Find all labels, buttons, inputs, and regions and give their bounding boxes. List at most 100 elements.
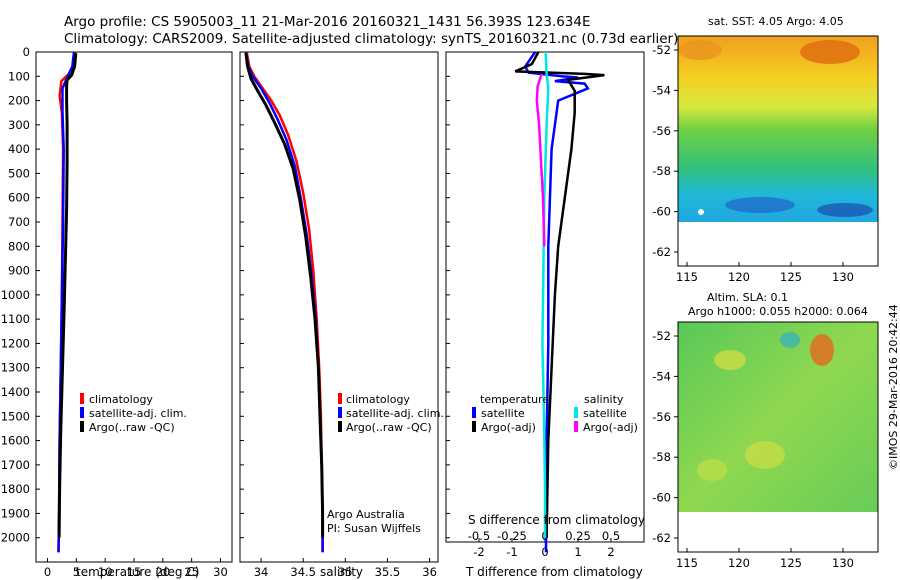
x-tick-label: 0 — [44, 565, 51, 579]
legend-swatch-argo — [80, 421, 84, 432]
imos-timestamp: ©IMOS 29-Mar-2016 20:42:44 — [887, 304, 900, 470]
top-tick-label: -0.25 — [497, 529, 527, 543]
map-y-tick-label: -58 — [652, 164, 671, 178]
legend-swatch-sal-argo — [574, 421, 578, 432]
x-tick-label: 10 — [98, 565, 113, 579]
depth-tick-label: 1900 — [1, 506, 30, 520]
depth-tick-label: 300 — [8, 118, 30, 132]
salinity-xlabel: salinity — [320, 565, 363, 579]
sla-map-frame — [677, 321, 879, 553]
x-tick-label: 35 — [338, 565, 353, 579]
depth-tick-label: 1300 — [1, 361, 30, 375]
salinity-legend: climatology satellite-adj. clim. Argo(..… — [338, 393, 444, 434]
x-tick-label: 34 — [254, 565, 269, 579]
x-tick-label: 1 — [574, 545, 581, 559]
top-tick-label: 0.5 — [602, 529, 620, 543]
temperature-series — [57, 51, 78, 553]
map-y-tick-label: -58 — [652, 450, 671, 464]
temperature-axes-frame — [35, 51, 233, 563]
depth-tick-label: 600 — [8, 191, 30, 205]
sla-map-nodata — [678, 512, 878, 552]
salinity-x-axis: 34 34.5 35 35.5 36 — [254, 558, 437, 579]
x-tick-label: 5 — [73, 565, 80, 579]
legend-swatch-climatology — [80, 393, 84, 404]
map-x-tick-label: 130 — [832, 270, 854, 284]
legend-swatch-satellite — [80, 407, 84, 418]
legend-label-temp-argo: Argo(-adj) — [481, 421, 536, 434]
title-line-1: Argo profile: CS 5905003_11 21-Mar-2016 … — [64, 14, 591, 30]
sla-map-axes: -52 -54 -56 -58 -60 -62 115 120 125 130 — [652, 329, 854, 570]
legend-label-argo: Argo(..raw -QC) — [346, 421, 432, 434]
sst-map: sat. SST: 4.05 Argo: 4.05 -52 -54 -56 -58 -6… — [652, 15, 879, 284]
map-x-tick-label: 120 — [728, 556, 750, 570]
series-line-argo-raw-qc- — [57, 53, 78, 538]
map-x-tick-label: 125 — [780, 270, 802, 284]
sla-mid-patch — [714, 350, 746, 370]
depth-tick-label: 1600 — [1, 434, 30, 448]
difference-top-label: S difference from climatology — [468, 513, 645, 527]
x-tick-label: 35.5 — [375, 565, 401, 579]
map-y-tick-label: -56 — [652, 124, 671, 138]
x-tick-label: -2 — [473, 545, 484, 559]
legend-swatch-sal-satellite — [574, 407, 578, 418]
map-y-tick-label: -62 — [652, 531, 671, 545]
depth-tick-label: 1100 — [1, 312, 30, 326]
legend-swatch-satellite — [338, 407, 342, 418]
x-tick-label: 25 — [184, 565, 199, 579]
x-tick-label: 2 — [607, 545, 614, 559]
legend-label-sal-argo: Argo(-adj) — [583, 421, 638, 434]
x-tick-label: -1 — [506, 545, 517, 559]
legend-label-climatology: climatology — [346, 393, 410, 406]
depth-tick-label: 700 — [8, 215, 30, 229]
sla-map-title-2: Argo h1000: 0.055 h2000: 0.064 — [688, 305, 868, 318]
depth-tick-label: 100 — [8, 69, 30, 83]
map-x-tick-label: 115 — [676, 270, 698, 284]
sst-cold-patch — [817, 203, 873, 217]
x-tick-label: 15 — [127, 565, 142, 579]
top-tick-label: 0.25 — [565, 529, 591, 543]
depth-tick-label: 400 — [8, 142, 30, 156]
series-line-salinity-argo-adj- — [535, 73, 546, 247]
depth-axis: 0 100 200 300 400 500 600 700 800 900 1000 1100 1200… — [1, 45, 40, 545]
sla-map: Altim. SLA: 0.1 Argo h1000: 0.055 h2000:… — [652, 291, 879, 570]
series-line-temperature-argo-adj- — [514, 51, 605, 538]
legend-label-satellite: satellite-adj. clim. — [89, 407, 187, 420]
depth-tick-label: 900 — [8, 264, 30, 278]
title-line-2: Climatology: CARS2009. Satellite-adjuste… — [64, 31, 678, 47]
credit-pi: PI: Susan Wijffels — [327, 522, 421, 535]
legend-swatch-temp-argo — [472, 421, 476, 432]
salinity-axes-frame — [239, 51, 439, 563]
map-y-tick-label: -60 — [652, 205, 671, 219]
temperature-panel: 0100200300400500600700800900100011001200… — [1, 45, 233, 579]
depth-tick-label: 1000 — [1, 288, 30, 302]
sst-map-frame — [677, 35, 879, 267]
difference-panel: -2 -1 0 1 2 -0.5 -0.25 0 0.25 0.5 S difference f… — [445, 51, 645, 579]
depth-tick-label: 200 — [8, 94, 30, 108]
x-tick-label: 20 — [156, 565, 171, 579]
depth-tick-label: 0 — [23, 45, 30, 59]
difference-depth-ticks — [446, 51, 450, 539]
series-line-argo-raw-qc- — [244, 53, 325, 538]
depth-tick-label: 1400 — [1, 385, 30, 399]
difference-series — [514, 51, 605, 553]
top-tick-label: -0.5 — [468, 529, 490, 543]
map-x-tick-label: 120 — [728, 270, 750, 284]
map-x-tick-label: 130 — [832, 556, 854, 570]
depth-tick-label: 1200 — [1, 336, 30, 350]
x-tick-label: 36 — [422, 565, 437, 579]
temperature-x-axis: 0 5 10 15 20 25 30 — [44, 558, 228, 579]
map-y-tick-label: -52 — [652, 329, 671, 343]
depth-tick-label: 2000 — [1, 531, 30, 545]
sst-map-nodata — [678, 222, 878, 266]
sst-cold-patch — [725, 197, 795, 213]
map-y-tick-label: -54 — [652, 369, 671, 383]
depth-tick-label: 500 — [8, 166, 30, 180]
depth-tick-label: 1800 — [1, 482, 30, 496]
salinity-panel: 34 34.5 35 35.5 36 salinity climatology sate… — [239, 51, 444, 579]
sst-warm-patch — [678, 40, 722, 60]
sla-high-patch — [810, 334, 834, 366]
sla-low-patch — [780, 332, 800, 348]
map-y-tick-label: -52 — [652, 43, 671, 57]
credit-org: Argo Australia — [327, 508, 405, 521]
